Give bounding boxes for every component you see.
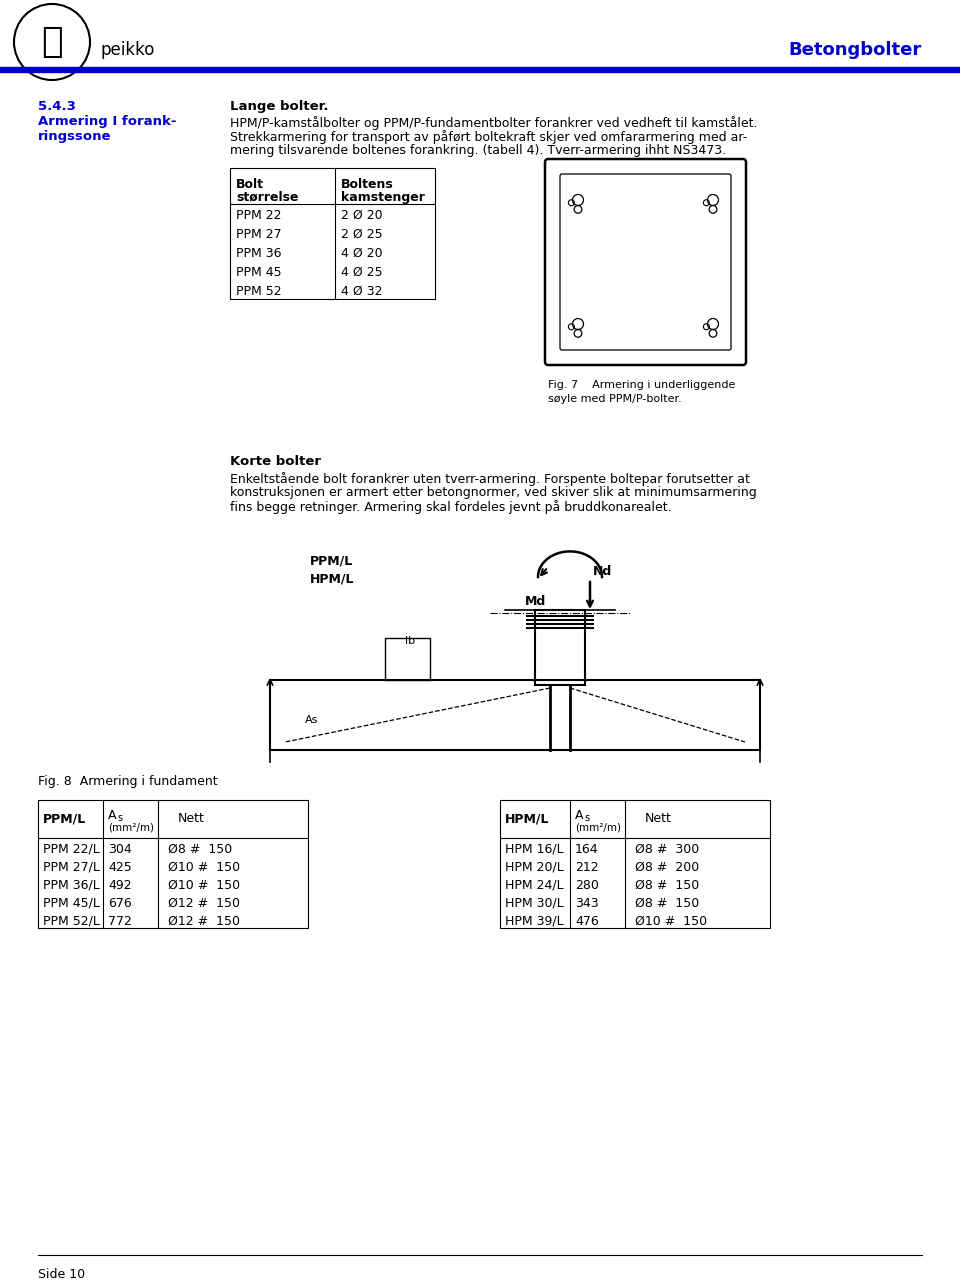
Text: (mm²/m): (mm²/m) <box>108 822 154 833</box>
Text: HPM 20/L: HPM 20/L <box>505 861 564 874</box>
Text: PPM 52/L: PPM 52/L <box>43 915 100 928</box>
Text: Nett: Nett <box>178 812 204 825</box>
Text: HPM 39/L: HPM 39/L <box>505 915 564 928</box>
Text: Boltens: Boltens <box>341 179 394 191</box>
Text: 676: 676 <box>108 897 132 910</box>
Text: Ø8 #  150: Ø8 # 150 <box>635 879 699 892</box>
Text: 2 Ø 25: 2 Ø 25 <box>341 227 383 242</box>
Text: PPM/L: PPM/L <box>310 555 353 568</box>
Text: Nett: Nett <box>645 812 672 825</box>
Text: ringssone: ringssone <box>38 130 111 143</box>
Text: 4 Ø 32: 4 Ø 32 <box>341 285 382 298</box>
Text: s: s <box>117 813 122 822</box>
Bar <box>230 168 435 299</box>
Text: peikko: peikko <box>100 41 155 59</box>
Text: Md: Md <box>525 595 546 608</box>
Text: PPM/L: PPM/L <box>43 812 86 825</box>
Text: Strekkarmering for transport av påført boltekraft skjer ved omfararmering med ar: Strekkarmering for transport av påført b… <box>230 130 747 144</box>
Text: 🦁: 🦁 <box>41 24 62 59</box>
Text: Betongbolter: Betongbolter <box>789 41 922 59</box>
Text: HPM/L: HPM/L <box>505 812 549 825</box>
Text: PPM 36: PPM 36 <box>236 247 281 260</box>
Text: Ø8 #  300: Ø8 # 300 <box>635 843 699 856</box>
Text: Enkeltstående bolt forankrer uten tverr-armering. Forspente boltepar forutsetter: Enkeltstående bolt forankrer uten tverr-… <box>230 472 750 486</box>
Text: HPM/P-kamstålbolter og PPM/P-fundamentbolter forankrer ved vedheft til kamstålet: HPM/P-kamstålbolter og PPM/P-fundamentbo… <box>230 116 757 130</box>
Text: Ø12 #  150: Ø12 # 150 <box>168 897 240 910</box>
Text: 164: 164 <box>575 843 599 856</box>
Text: 212: 212 <box>575 861 599 874</box>
Bar <box>500 801 770 928</box>
Text: Nd: Nd <box>593 565 612 578</box>
Text: Fig. 7    Armering i underliggende: Fig. 7 Armering i underliggende <box>548 380 735 391</box>
Text: søyle med PPM/P-bolter.: søyle med PPM/P-bolter. <box>548 394 682 403</box>
Text: 772: 772 <box>108 915 132 928</box>
Text: Ø8 #  150: Ø8 # 150 <box>168 843 232 856</box>
Text: PPM 22: PPM 22 <box>236 209 281 222</box>
Text: 4 Ø 25: 4 Ø 25 <box>341 266 383 279</box>
Text: PPM 27: PPM 27 <box>236 227 281 242</box>
Text: PPM 22/L: PPM 22/L <box>43 843 100 856</box>
Text: Lange bolter.: Lange bolter. <box>230 100 328 113</box>
Text: Ø8 #  150: Ø8 # 150 <box>635 897 699 910</box>
Text: størrelse: størrelse <box>236 191 299 204</box>
Bar <box>0 67 960 72</box>
Text: konstruksjonen er armert etter betongnormer, ved skiver slik at minimumsarmering: konstruksjonen er armert etter betongnor… <box>230 486 756 499</box>
Text: PPM 52: PPM 52 <box>236 285 281 298</box>
Text: HPM 16/L: HPM 16/L <box>505 843 564 856</box>
Text: PPM 27/L: PPM 27/L <box>43 861 100 874</box>
Bar <box>385 637 430 680</box>
Text: 425: 425 <box>108 861 132 874</box>
Text: 280: 280 <box>575 879 599 892</box>
Text: PPM 36/L: PPM 36/L <box>43 879 100 892</box>
Bar <box>38 801 308 928</box>
Text: Side 10: Side 10 <box>38 1268 85 1281</box>
Text: 492: 492 <box>108 879 132 892</box>
Text: 304: 304 <box>108 843 132 856</box>
Text: Korte bolter: Korte bolter <box>230 455 321 468</box>
Text: HPM 24/L: HPM 24/L <box>505 879 564 892</box>
Text: Ø12 #  150: Ø12 # 150 <box>168 915 240 928</box>
Text: HPM 30/L: HPM 30/L <box>505 897 564 910</box>
Text: Ø10 #  150: Ø10 # 150 <box>168 861 240 874</box>
Bar <box>535 610 585 685</box>
Text: lb: lb <box>405 636 415 646</box>
Text: Bolt: Bolt <box>236 179 264 191</box>
Text: 476: 476 <box>575 915 599 928</box>
Text: Armering I forank-: Armering I forank- <box>38 114 177 128</box>
Text: s: s <box>584 813 589 822</box>
Text: (mm²/m): (mm²/m) <box>575 822 621 833</box>
Text: 4 Ø 20: 4 Ø 20 <box>341 247 383 260</box>
Text: Fig. 8  Armering i fundament: Fig. 8 Armering i fundament <box>38 775 218 788</box>
Text: Ø10 #  150: Ø10 # 150 <box>168 879 240 892</box>
Text: 343: 343 <box>575 897 599 910</box>
Bar <box>270 680 760 750</box>
Text: mering tilsvarende boltenes forankring. (tabell 4). Tverr-armering ihht NS3473.: mering tilsvarende boltenes forankring. … <box>230 144 726 157</box>
Text: PPM 45/L: PPM 45/L <box>43 897 100 910</box>
Text: A: A <box>575 810 584 822</box>
Text: Ø10 #  150: Ø10 # 150 <box>635 915 708 928</box>
Text: As: As <box>305 714 319 725</box>
Text: Ø8 #  200: Ø8 # 200 <box>635 861 699 874</box>
Text: 5.4.3: 5.4.3 <box>38 100 76 113</box>
Text: 2 Ø 20: 2 Ø 20 <box>341 209 383 222</box>
Text: A: A <box>108 810 116 822</box>
Text: PPM 45: PPM 45 <box>236 266 281 279</box>
Text: HPM/L: HPM/L <box>310 572 354 585</box>
Text: kamstenger: kamstenger <box>341 191 425 204</box>
Text: fins begge retninger. Armering skal fordeles jevnt på bruddkonarealet.: fins begge retninger. Armering skal ford… <box>230 500 672 514</box>
